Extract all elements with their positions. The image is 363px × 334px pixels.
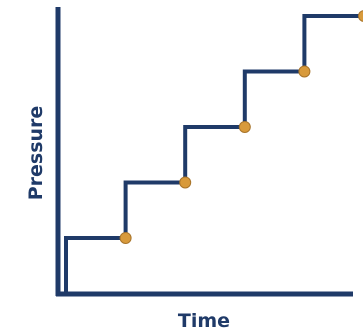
data-point-5 — [358, 10, 363, 22]
data-point-4 — [298, 65, 311, 78]
data-point-1 — [119, 232, 132, 244]
x-axis-label: Time — [178, 310, 230, 332]
data-point-2 — [179, 176, 192, 189]
series-line — [64, 14, 363, 294]
y-axis-label: Pressure — [25, 106, 47, 201]
data-point-3 — [238, 121, 251, 133]
plot-area — [64, 10, 363, 294]
